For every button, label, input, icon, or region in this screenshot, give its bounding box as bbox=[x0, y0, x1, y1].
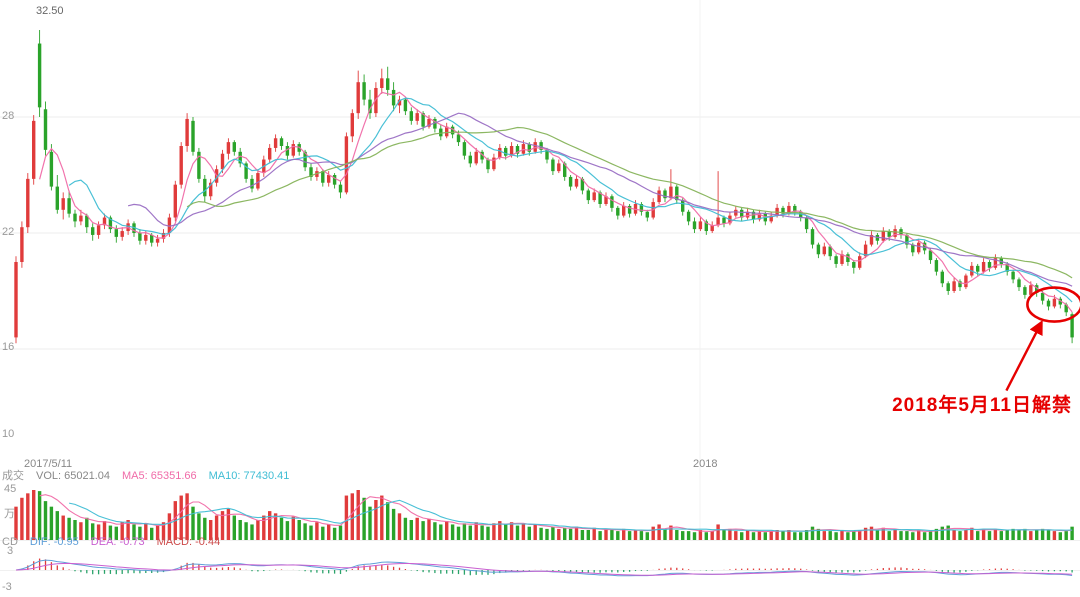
macd-value: MACD: -0.44 bbox=[156, 536, 221, 548]
price-tick-22: 22 bbox=[2, 226, 15, 238]
macd-axis-max: 3 bbox=[7, 545, 14, 557]
price-tick-10: 10 bbox=[2, 428, 15, 440]
price-tick-28: 28 bbox=[2, 110, 15, 122]
volume-ma5-value: MA5: 65351.66 bbox=[122, 470, 197, 482]
x-axis-label-start: 2017/5/11 bbox=[24, 458, 73, 470]
macd-legend: CD DIF: -0.95 DEA: -0.73 MACD: -0.44 bbox=[2, 536, 220, 548]
volume-legend: 成交 VOL: 65021.04 MA5: 65351.66 MA10: 774… bbox=[2, 470, 289, 482]
unlock-annotation bbox=[1005, 286, 1080, 392]
price-high-label: 32.50 bbox=[36, 5, 64, 17]
macd-axis-min: -3 bbox=[2, 581, 12, 593]
unlock-annotation-text: 2018年5月11日解禁 bbox=[892, 395, 1072, 416]
x-axis-label-2018: 2018 bbox=[693, 458, 718, 470]
volume-value: VOL: 65021.04 bbox=[36, 470, 111, 482]
macd-dif-value: DIF: -0.95 bbox=[29, 536, 79, 548]
volume-legend-prefix: 成交 bbox=[2, 470, 24, 482]
macd-dea-value: DEA: -0.73 bbox=[90, 536, 145, 548]
price-tick-16: 16 bbox=[2, 341, 15, 353]
volume-axis-max: 45 bbox=[4, 483, 17, 495]
volume-ma10-value: MA10: 77430.41 bbox=[208, 470, 290, 482]
macd-legend-prefix: CD bbox=[2, 536, 18, 548]
volume-axis-unit: 万 bbox=[4, 508, 15, 520]
